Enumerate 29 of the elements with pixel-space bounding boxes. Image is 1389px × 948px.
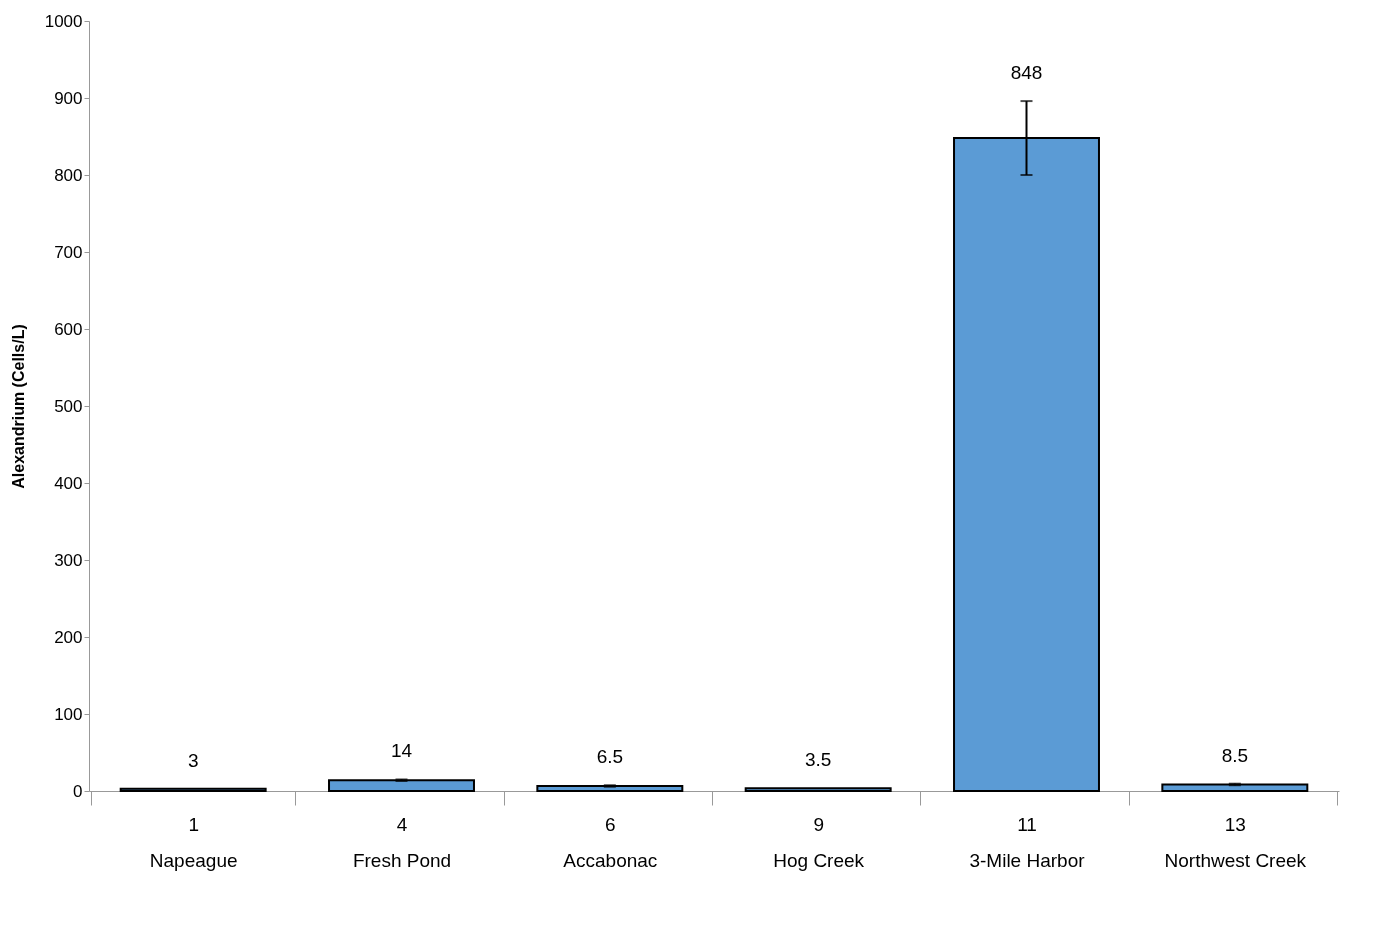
bar [328,779,475,792]
y-tick-label: 1000 [44,11,83,31]
data-label: 6.5 [596,746,624,768]
y-tick-label: 800 [54,165,83,185]
x-tick-label: 9 Hog Creek [773,813,865,871]
data-label: 8.5 [1221,744,1249,766]
x-tick-label: 1 Napeague [149,813,238,871]
data-label: 3.5 [804,749,832,771]
y-tick-label: 0 [73,781,83,801]
y-tick-label: 300 [54,550,83,570]
y-tick-label: 200 [54,627,83,647]
data-label: 3 [187,749,199,771]
y-tick-label: 700 [54,242,83,262]
x-tick-label: 11 3-Mile Harbor [969,813,1086,871]
bar [1161,783,1309,792]
bar [119,787,267,792]
bar [744,787,892,792]
y-tick-label: 500 [54,396,83,416]
y-tick-label: 900 [54,88,83,108]
y-tick-label: 600 [54,319,83,339]
y-tick-label: 100 [54,704,83,724]
data-label: 848 [1010,62,1043,84]
data-label: 14 [390,740,413,762]
x-tick-label: 4 Fresh Pond [352,813,452,871]
x-tick-label: 13 Northwest Creek [1164,813,1307,871]
y-axis-title: Alexandrium (Cells/L) [9,324,27,489]
bar [536,785,684,792]
x-tick-label: 6 Accabonac [563,813,658,871]
y-tick-label: 400 [54,473,83,493]
